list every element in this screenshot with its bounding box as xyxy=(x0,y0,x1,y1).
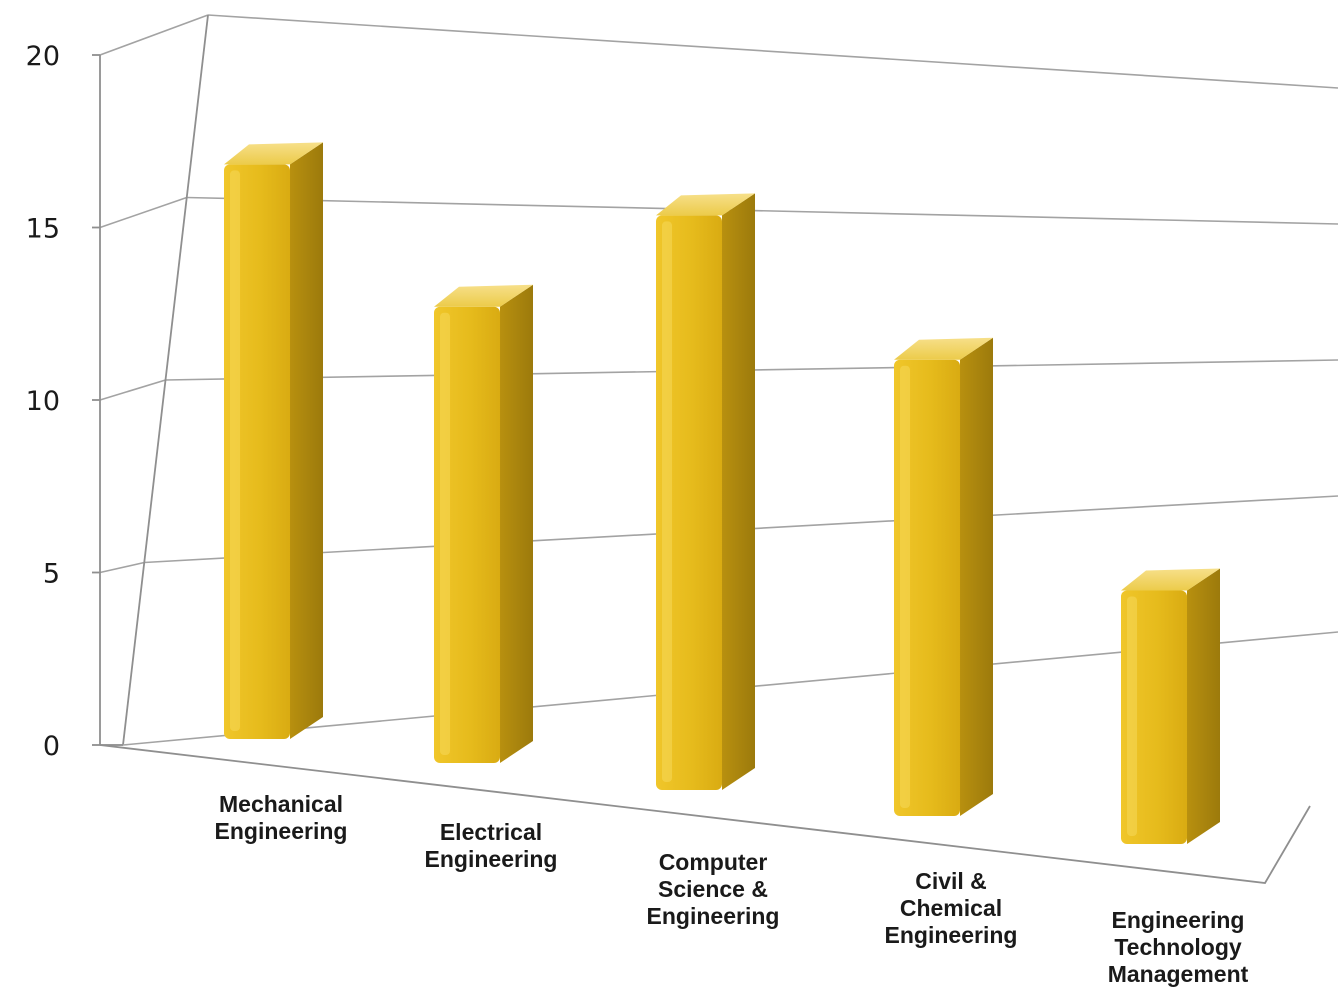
category-label-line: Computer xyxy=(659,849,768,875)
category-label-line: Engineering xyxy=(647,903,780,929)
category-label-line: Engineering xyxy=(885,922,1018,948)
side-gridline xyxy=(99,561,145,574)
y-tick-label: 0 xyxy=(43,731,60,762)
category-label-line: Civil & xyxy=(915,868,987,894)
y-tick-label: 10 xyxy=(26,386,60,417)
back-left-edge xyxy=(122,14,209,746)
bar-front-face xyxy=(224,164,290,739)
y-tick-label: 5 xyxy=(43,559,60,590)
bar-front-face xyxy=(656,215,722,790)
category-label-line: Technology xyxy=(1114,934,1242,960)
category-label: Electrical Engineering xyxy=(425,819,558,872)
y-tick-label: 20 xyxy=(26,41,60,72)
bar-side-face xyxy=(500,284,533,763)
y-tick-label: 15 xyxy=(26,214,60,245)
bar-side-face xyxy=(290,142,323,739)
bar-top-face xyxy=(1121,568,1220,591)
bar-top-face xyxy=(434,284,533,307)
side-gridline xyxy=(99,379,166,401)
bar-top-face xyxy=(224,142,323,165)
bar-highlight xyxy=(900,365,910,808)
bar xyxy=(656,193,755,790)
back-gridline xyxy=(207,14,1338,89)
side-gridline xyxy=(99,14,209,56)
bar-front-face xyxy=(1121,590,1187,844)
category-label-line: Engineering xyxy=(1112,907,1245,933)
bar-top-face xyxy=(894,337,993,360)
bar-front-face xyxy=(894,359,960,816)
bars xyxy=(224,142,1220,844)
bar-side-face xyxy=(1187,568,1220,844)
bar xyxy=(1121,568,1220,844)
category-labels: Mechanical Engineering Electrical Engineeri… xyxy=(215,791,1249,987)
bar xyxy=(224,142,323,739)
category-label-line: Chemical xyxy=(900,895,1002,921)
floor-front-edge xyxy=(99,744,1311,884)
bar-highlight xyxy=(662,221,672,782)
category-label-line: Engineering xyxy=(215,818,348,844)
bar-side-face xyxy=(722,193,755,790)
bar-front-face xyxy=(434,306,500,763)
category-label: Civil & Chemical Engineering xyxy=(885,868,1018,948)
bar-top-face xyxy=(656,193,755,216)
bar-highlight xyxy=(230,170,240,731)
back-gridline xyxy=(186,196,1338,225)
category-label: Engineering Technology Management xyxy=(1108,907,1249,987)
side-gridline xyxy=(99,196,188,229)
category-label-line: Management xyxy=(1108,961,1249,987)
bar-highlight xyxy=(440,312,450,755)
bar-highlight xyxy=(1127,596,1137,836)
bar xyxy=(434,284,533,763)
y-tick-labels: 0 5 10 15 20 xyxy=(26,41,60,762)
bar-side-face xyxy=(960,337,993,816)
category-label: Computer Science & Engineering xyxy=(647,849,780,929)
category-label-line: Electrical xyxy=(440,819,542,845)
category-label-line: Mechanical xyxy=(219,791,343,817)
category-label: Mechanical Engineering xyxy=(215,791,348,844)
category-label-line: Engineering xyxy=(425,846,558,872)
category-label-line: Science & xyxy=(658,876,768,902)
bar xyxy=(894,337,993,816)
